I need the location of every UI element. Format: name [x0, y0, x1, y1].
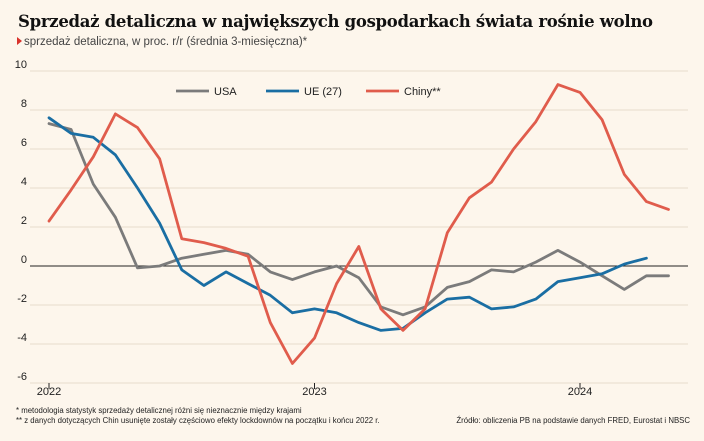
y-tick-label: 0: [21, 254, 27, 266]
y-tick-label: 10: [15, 59, 27, 71]
source-note: Źródło: obliczenia PB na podstawie danyc…: [456, 416, 690, 425]
series-line: [47, 116, 648, 332]
x-tick-label: 2023: [302, 386, 326, 398]
legend-label: USA: [214, 86, 237, 98]
series-line: [47, 122, 670, 317]
x-tick-label: 2024: [568, 386, 592, 398]
chart-subtitle: sprzedaż detaliczna, w proc. r/r (średni…: [17, 36, 307, 48]
y-tick-label: 4: [21, 176, 27, 188]
subtitle-marker-icon: [17, 37, 22, 45]
y-tick-label: 2: [21, 215, 27, 227]
y-tick-label: 6: [21, 137, 27, 149]
y-tick-label: -4: [17, 332, 27, 344]
x-tick-label: 2022: [37, 386, 61, 398]
legend-label: Chiny**: [404, 86, 441, 98]
y-tick-label: -6: [17, 371, 27, 383]
y-tick-label: -2: [17, 293, 27, 305]
series-line: [47, 83, 670, 365]
footnote-1: * metodologia statystyk sprzedaży detali…: [16, 406, 302, 415]
page-title: Sprzedaż detaliczna w największych gospo…: [18, 12, 653, 31]
y-tick-label: 8: [21, 98, 27, 110]
chart-subtitle-text: sprzedaż detaliczna, w proc. r/r (średni…: [24, 36, 308, 48]
footnote-2: ** z danych dotyczących Chin usunięte zo…: [16, 416, 380, 425]
legend-label: UE (27): [304, 86, 342, 98]
